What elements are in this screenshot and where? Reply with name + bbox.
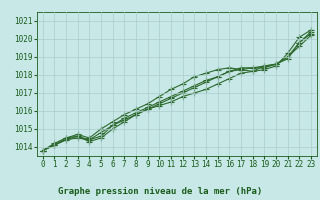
Text: Graphe pression niveau de la mer (hPa): Graphe pression niveau de la mer (hPa)	[58, 187, 262, 196]
